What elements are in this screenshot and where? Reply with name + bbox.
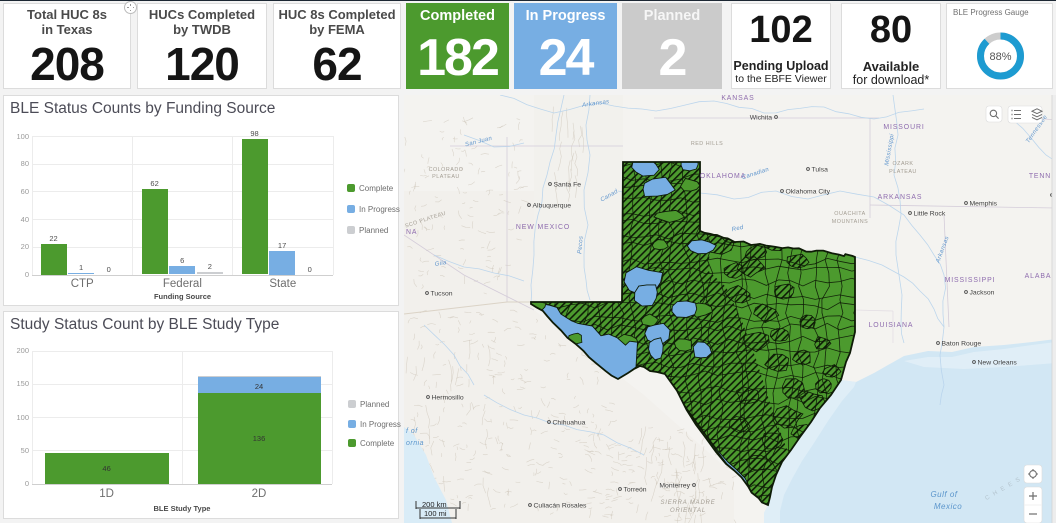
svg-text:OZARK: OZARK	[892, 161, 913, 167]
svg-text:100 mi: 100 mi	[424, 509, 447, 518]
svg-text:MISSOURI: MISSOURI	[883, 124, 924, 131]
svg-text:Red: Red	[731, 225, 744, 233]
svg-text:Mexico: Mexico	[934, 502, 962, 511]
svg-text:Monterrey: Monterrey	[659, 482, 690, 489]
svg-text:Albuquerque: Albuquerque	[533, 202, 572, 209]
svg-text:ALABA: ALABA	[1025, 273, 1052, 280]
svg-text:TENN: TENN	[1029, 173, 1051, 180]
svg-text:Gulf of: Gulf of	[930, 490, 957, 499]
svg-text:RED HILLS: RED HILLS	[691, 141, 723, 147]
svg-text:Culiacán Rosales: Culiacán Rosales	[534, 502, 587, 509]
svg-text:Mississippi: Mississippi	[884, 133, 896, 166]
svg-text:COLORADO: COLORADO	[429, 167, 464, 173]
svg-text:Hermosillo: Hermosillo	[432, 394, 464, 401]
svg-text:Jackson: Jackson	[970, 289, 995, 296]
svg-text:MOUNTAINS: MOUNTAINS	[832, 219, 868, 225]
svg-text:Baton Rouge: Baton Rouge	[942, 340, 982, 347]
svg-text:Chihuahua: Chihuahua	[553, 419, 586, 426]
svg-text:OKLAHOMA: OKLAHOMA	[700, 173, 746, 180]
svg-text:NA: NA	[406, 229, 417, 236]
svg-text:88%: 88%	[989, 51, 1011, 63]
svg-text:Pecos: Pecos	[577, 236, 585, 255]
svg-text:Santa Fe: Santa Fe	[554, 181, 582, 188]
svg-text:ornia: ornia	[406, 440, 424, 447]
svg-text:Little Rock: Little Rock	[914, 210, 946, 217]
svg-text:ORIENTAL: ORIENTAL	[670, 508, 706, 514]
svg-text:ARKANSAS: ARKANSAS	[878, 194, 923, 201]
svg-text:Oklahoma City: Oklahoma City	[786, 188, 831, 195]
svg-text:KANSAS: KANSAS	[721, 95, 754, 102]
svg-text:MISSISSIPPI: MISSISSIPPI	[945, 277, 996, 284]
svg-text:Gila: Gila	[434, 260, 447, 268]
svg-text:NEW MEXICO: NEW MEXICO	[516, 224, 570, 231]
svg-text:Torreón: Torreón	[624, 486, 647, 493]
svg-text:SIERRA MADRE: SIERRA MADRE	[660, 500, 715, 506]
svg-text:New Orleans: New Orleans	[978, 359, 1018, 366]
svg-text:f of: f of	[406, 428, 418, 435]
svg-text:Arkansas: Arkansas	[581, 99, 610, 109]
svg-text:200 km: 200 km	[422, 500, 447, 509]
svg-text:Tulsa: Tulsa	[812, 166, 829, 173]
svg-text:PLATEAU: PLATEAU	[432, 174, 460, 180]
svg-text:Tucson: Tucson	[431, 290, 453, 297]
svg-text:LOUISIANA: LOUISIANA	[869, 322, 914, 329]
svg-text:Memphis: Memphis	[970, 200, 998, 207]
svg-text:PLATEAU: PLATEAU	[889, 169, 917, 175]
svg-text:OUACHITA: OUACHITA	[834, 211, 865, 217]
svg-text:Wichita: Wichita	[750, 114, 773, 121]
